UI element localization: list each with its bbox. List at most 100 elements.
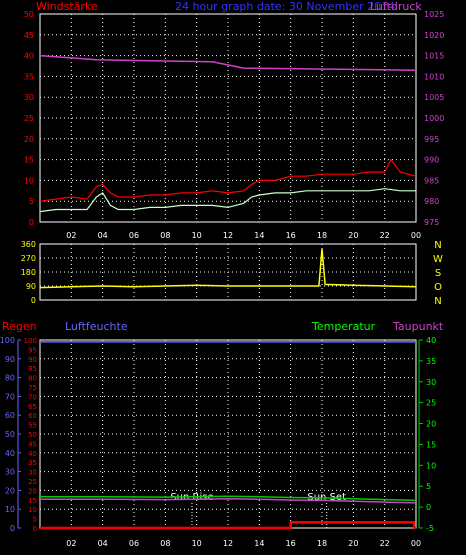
pressure-y-tick-label: 1020: [424, 31, 444, 40]
rain-series-line: [40, 495, 417, 502]
humidity-y-tick-label: 90: [5, 355, 15, 364]
humidity-y-tick-label: 10: [5, 505, 15, 514]
pressure-y-tick-label: 985: [424, 176, 439, 185]
humidity-y-tick-label: 40: [5, 449, 15, 458]
humidity-y-tick-label: 60: [5, 411, 15, 420]
temperature-y-tick-label: 5: [426, 482, 431, 491]
rain-y-tick-label: 90: [28, 356, 37, 364]
wind-series-line: [39, 54, 417, 71]
direction-y-tick-label: 0: [31, 296, 36, 305]
rain-y-tick-label: 40: [28, 450, 37, 458]
wind-x-tick-label: 00: [411, 231, 421, 240]
wind-x-tick-label: 04: [98, 231, 108, 240]
wind-y-tick-label: 25: [24, 114, 34, 123]
rain-label: Regen: [2, 320, 37, 333]
rain-y-tick-label: 30: [28, 469, 37, 477]
direction-series: [39, 248, 417, 289]
wind-y-tick-label: 15: [24, 156, 34, 165]
temperature-y-tick-label: -5: [426, 524, 434, 533]
rain-y-tick-label: 50: [28, 431, 37, 439]
wind-y-tick-label: 45: [24, 31, 34, 40]
temperature-y-tick-label: 15: [426, 440, 436, 449]
pressure-y-tick-label: 975: [424, 218, 439, 227]
wind-series-line: [39, 158, 417, 202]
wind-x-tick-label: 08: [160, 231, 170, 240]
rain-y-tick-label: 15: [28, 497, 37, 505]
rain-y-tick-label: 100: [24, 337, 37, 345]
rain-y-tick-label: 75: [28, 384, 37, 392]
wind-y-tick-label: 40: [24, 52, 34, 61]
humidity-y-tick-label: 50: [5, 430, 15, 439]
temperature-y-ticks: -5 0 5 10 15 20 25 30 35 40: [419, 336, 436, 533]
rain-x-tick-label: 06: [129, 539, 139, 548]
rain-series-line: [40, 498, 417, 504]
wind-x-tick-label: 06: [129, 231, 139, 240]
rain-x-tick-label: 12: [223, 539, 233, 548]
wind-y-tick-label: 10: [24, 176, 34, 185]
rain-x-tick-label: 18: [317, 539, 327, 548]
compass-label: N: [434, 296, 441, 307]
direction-y-tick-label: 270: [21, 254, 36, 263]
direction-y-tick-label: 90: [26, 282, 36, 291]
wind-x-tick-label: 02: [66, 231, 76, 240]
pressure-y-tick-label: 980: [424, 197, 439, 206]
wind-y-tick-label: 35: [24, 72, 34, 81]
rain-x-tick-label: 02: [66, 539, 76, 548]
rain-y-tick-label: 25: [28, 478, 37, 486]
rain-x-tick-label: 08: [160, 539, 170, 548]
temperature-y-tick-label: 35: [426, 357, 436, 366]
wind-series: [39, 54, 417, 213]
compass-label: W: [433, 254, 443, 265]
direction-y-ticks: 0 90 180 270 360: [21, 240, 36, 305]
rain-y-tick-label: 0: [33, 525, 37, 533]
wind-x-tick-label: 20: [348, 231, 358, 240]
humidity-y-ticks: 0 10 20 30 40 50 60 70 80 90 100: [0, 336, 21, 533]
humidity-y-tick-label: 30: [5, 468, 15, 477]
humidity-y-tick-label: 100: [0, 336, 15, 345]
rain-y-tick-label: 60: [28, 412, 37, 420]
rain-y-tick-label: 80: [28, 375, 37, 383]
temperature-y-tick-label: 40: [426, 336, 436, 345]
temperature-y-tick-label: 0: [426, 503, 431, 512]
humidity-y-tick-label: 20: [5, 486, 15, 495]
humidity-label: Luftfeuchte: [65, 320, 128, 333]
rain-y-tick-label: 70: [28, 393, 37, 401]
rain-series: [40, 341, 417, 530]
temperature-y-tick-label: 25: [426, 399, 436, 408]
rain-series-line: [40, 521, 416, 530]
direction-grid: [40, 244, 416, 300]
rain-x-tick-label: 14: [254, 539, 264, 548]
pressure-y-tick-label: 1000: [424, 114, 444, 123]
direction-series-line: [39, 248, 417, 289]
wind-x-tick-label: 10: [192, 231, 202, 240]
wind-x-tick-label: 14: [254, 231, 264, 240]
wind-series-line: [39, 188, 416, 213]
rain-y-tick-label: 10: [28, 506, 37, 514]
humidity-y-tick-label: 70: [5, 392, 15, 401]
wind-y-tick-label: 0: [29, 218, 34, 227]
graph-date-title: 24 hour graph date: 30 November 2014: [175, 0, 395, 13]
rain-x-ticks: 02 04 06 08 10 12 14 16 18 20 22 00: [66, 539, 421, 548]
pressure-y-tick-label: 1025: [424, 10, 444, 19]
direction-y-tick-label: 180: [21, 268, 36, 277]
wind-y-tick-label: 5: [29, 197, 34, 206]
rain-y-tick-label: 95: [28, 346, 37, 354]
rain-x-tick-label: 10: [192, 539, 202, 548]
rain-y-tick-label: 55: [28, 422, 37, 430]
wind-y-tick-label: 50: [24, 10, 34, 19]
wind-axis-title: Windstärke: [36, 0, 98, 13]
wind-y-tick-label: 20: [24, 135, 34, 144]
temperature-y-tick-label: 20: [426, 420, 436, 429]
rain-y-tick-label: 65: [28, 403, 37, 411]
temperature-label: Temperatur: [311, 320, 376, 333]
rain-y-tick-label: 85: [28, 365, 37, 373]
direction-y-tick-label: 360: [21, 240, 36, 249]
rain-x-tick-label: 16: [286, 539, 296, 548]
pressure-y-tick-label: 1010: [424, 72, 444, 81]
rain-y-tick-label: 45: [28, 440, 37, 448]
pressure-axis-title: Luftdruck: [370, 0, 422, 13]
humidity-y-tick-label: 80: [5, 374, 15, 383]
